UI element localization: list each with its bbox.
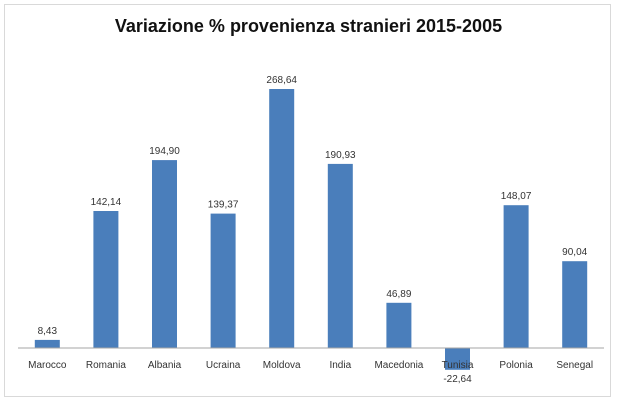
bar-macedonia bbox=[386, 302, 412, 348]
bar-india bbox=[327, 163, 353, 348]
data-label-india: 190,93 bbox=[325, 150, 356, 161]
tick-label-polonia: Polonia bbox=[499, 360, 533, 371]
bar-romania bbox=[93, 211, 119, 348]
data-label-moldova: 268,64 bbox=[266, 75, 297, 86]
bar-polonia bbox=[503, 205, 529, 348]
data-label-polonia: 148,07 bbox=[501, 191, 532, 202]
bar-ucraina bbox=[210, 213, 236, 348]
data-label-albania: 194,90 bbox=[149, 146, 180, 157]
bar-albania bbox=[152, 160, 177, 348]
bar-senegal bbox=[562, 261, 588, 348]
tick-label-romania: Romania bbox=[86, 360, 126, 371]
tick-label-tunisia: Tunisia bbox=[442, 360, 474, 371]
data-label-senegal: 90,04 bbox=[562, 247, 587, 258]
data-label-marocco: 8,43 bbox=[38, 326, 58, 337]
tick-label-ucraina: Ucraina bbox=[206, 360, 241, 371]
data-label-tunisia: -22,64 bbox=[443, 374, 472, 385]
data-label-macedonia: 46,89 bbox=[386, 289, 411, 300]
tick-label-senegal: Senegal bbox=[556, 360, 593, 371]
data-label-ucraina: 139,37 bbox=[208, 200, 239, 211]
tick-label-macedonia: Macedonia bbox=[374, 360, 423, 371]
tick-label-marocco: Marocco bbox=[28, 360, 67, 371]
bar-moldova bbox=[269, 89, 295, 348]
tick-label-albania: Albania bbox=[148, 360, 182, 371]
data-label-romania: 142,14 bbox=[91, 197, 122, 208]
tick-label-india: India bbox=[329, 360, 351, 371]
bar-marocco bbox=[34, 339, 60, 348]
tick-label-moldova: Moldova bbox=[263, 360, 301, 371]
chart-title: Variazione % provenienza stranieri 2015-… bbox=[114, 16, 503, 36]
bar-tunisia bbox=[445, 348, 470, 370]
